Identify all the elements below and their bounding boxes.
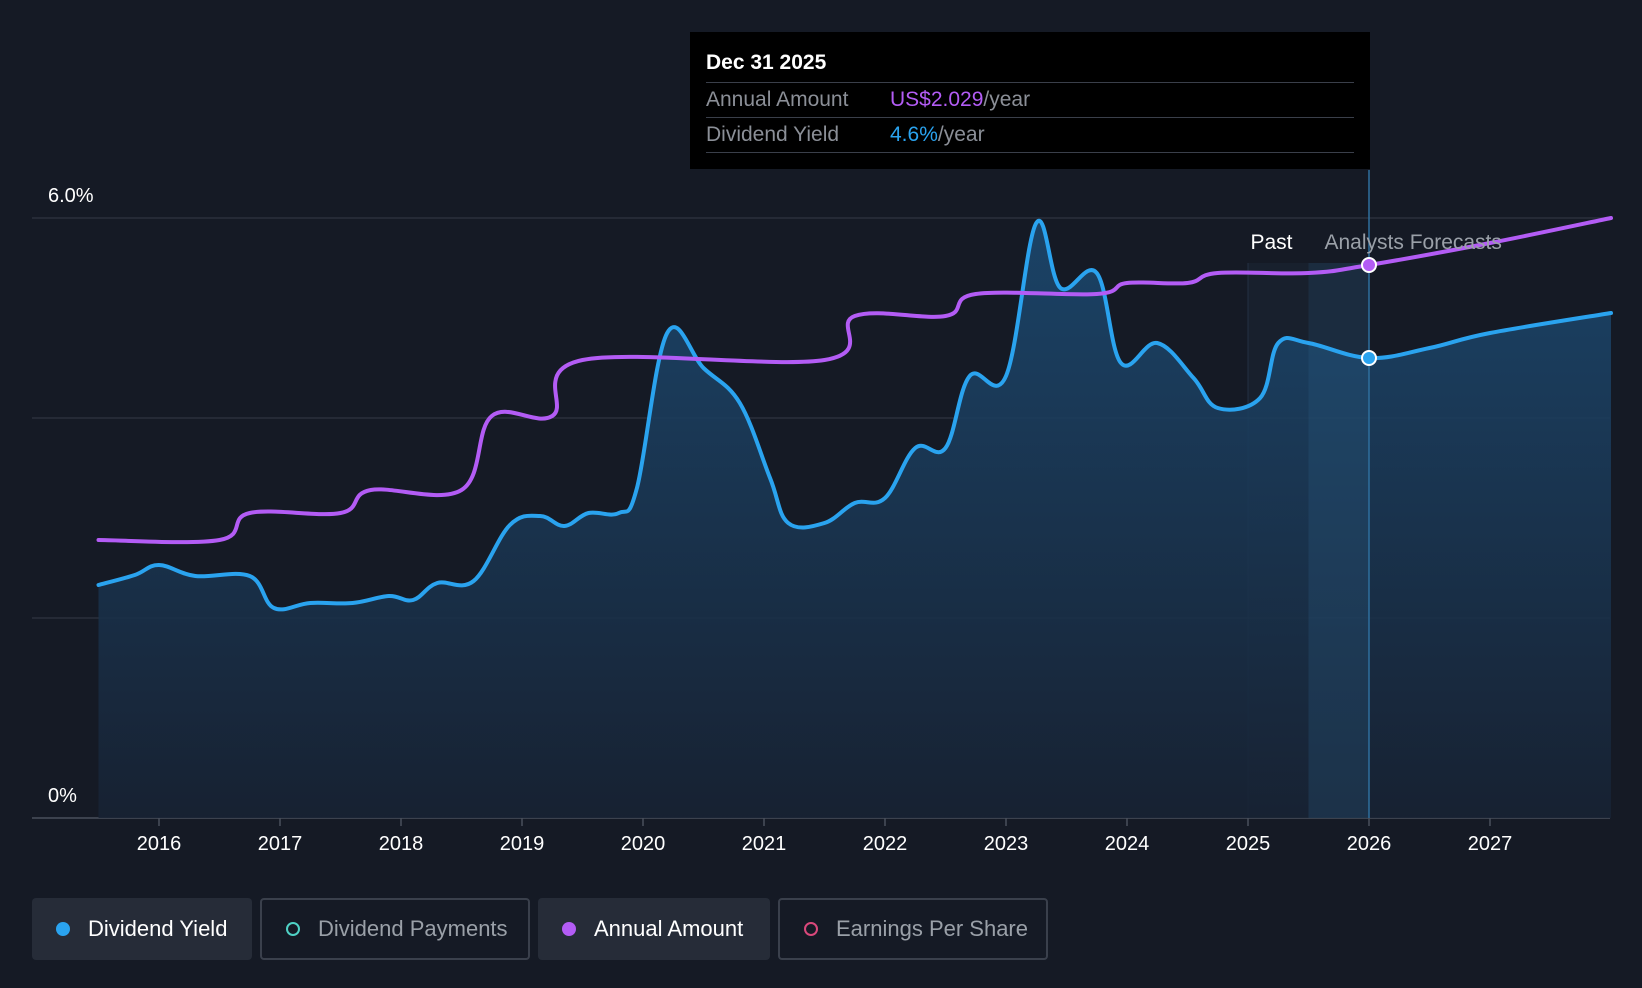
hollow-dot-icon <box>286 922 300 936</box>
y-tick-label: 0% <box>48 785 77 807</box>
y-tick-label: 6.0% <box>48 185 94 207</box>
tooltip-label: Annual Amount <box>706 88 849 111</box>
tooltip-date: Dec 31 2025 <box>706 48 1354 83</box>
forecast-label: Analysts Forecasts <box>1325 231 1502 254</box>
x-tick-label: 2020 <box>621 833 666 855</box>
tooltip-unit: /year <box>983 88 1031 111</box>
filled-dot-icon <box>562 922 576 936</box>
tooltip-unit: /year <box>937 123 985 146</box>
x-tick-label: 2021 <box>742 833 787 855</box>
past-label: Past <box>1250 231 1292 254</box>
dividend-yield-marker <box>1361 350 1377 366</box>
x-tick-label: 2022 <box>863 833 908 855</box>
x-tick-label: 2026 <box>1347 833 1392 855</box>
tooltip-label: Dividend Yield <box>706 123 840 146</box>
dividend-yield-area <box>98 220 1611 818</box>
x-tick-label: 2019 <box>500 833 545 855</box>
legend-dividend-yield[interactable]: Dividend Yield <box>32 898 252 960</box>
legend-label: Dividend Payments <box>318 916 508 941</box>
legend-label: Earnings Per Share <box>836 916 1028 941</box>
legend-label: Dividend Yield <box>88 916 228 941</box>
tooltip-row-annual-amount: Annual Amount US$2.029 /year <box>706 83 1354 118</box>
tooltip-value: US$2.029 <box>890 88 984 111</box>
hollow-dot-icon <box>804 922 818 936</box>
x-tick-label: 2024 <box>1105 833 1150 855</box>
x-tick-label: 2025 <box>1226 833 1271 855</box>
annual-amount-marker <box>1361 257 1377 273</box>
dividend-yield-line <box>96 218 1613 612</box>
x-tick-label: 2016 <box>137 833 182 855</box>
x-tick-label: 2023 <box>984 833 1029 855</box>
legend-annual-amount[interactable]: Annual Amount <box>538 898 770 960</box>
x-tick-label: 2027 <box>1468 833 1513 855</box>
legend-earnings-per-share[interactable]: Earnings Per Share <box>778 898 1048 960</box>
tooltip-value: 4.6% <box>890 123 938 146</box>
tooltip-row-dividend-yield: Dividend Yield 4.6% /year <box>706 118 1354 153</box>
chart-tooltip: Dec 31 2025 Annual Amount US$2.029 /year… <box>690 32 1370 169</box>
filled-dot-icon <box>56 922 70 936</box>
annual-amount-line <box>96 216 1613 545</box>
legend-label: Annual Amount <box>594 916 744 941</box>
x-tick-label: 2018 <box>379 833 424 855</box>
legend-dividend-payments[interactable]: Dividend Payments <box>260 898 530 960</box>
x-tick-label: 2017 <box>258 833 303 855</box>
